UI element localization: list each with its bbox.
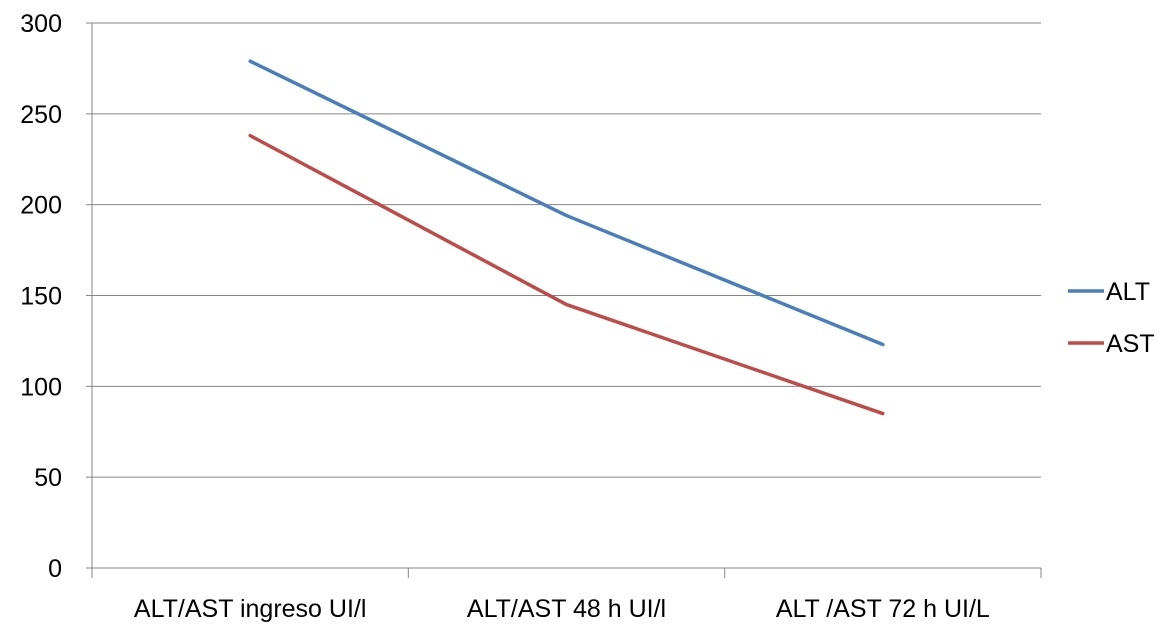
y-tick-label: 200 [20,192,62,220]
legend: ALT AST [1068,278,1155,358]
series-line-ast [250,136,883,414]
legend-label-alt: ALT [1106,278,1150,306]
x-tick-label: ALT/AST 48 h UI/l [467,595,666,623]
y-tick-label: 50 [34,464,62,492]
legend-label-ast: AST [1106,330,1155,358]
series-line-alt [250,61,883,344]
y-tick-label: 100 [20,373,62,401]
gridlines [92,23,1041,477]
x-tick-label: ALT/AST ingreso UI/l [134,595,367,623]
y-tick-label: 300 [20,10,62,38]
x-tick-label: ALT /AST 72 h UI/L [776,595,990,623]
y-tick-label: 150 [20,283,62,311]
axes: 0 50 100 150 200 250 300 ALT/AST ingreso UI/l AL… [20,10,1041,623]
y-tick-label: 0 [48,555,62,583]
y-tick-label: 250 [20,101,62,129]
